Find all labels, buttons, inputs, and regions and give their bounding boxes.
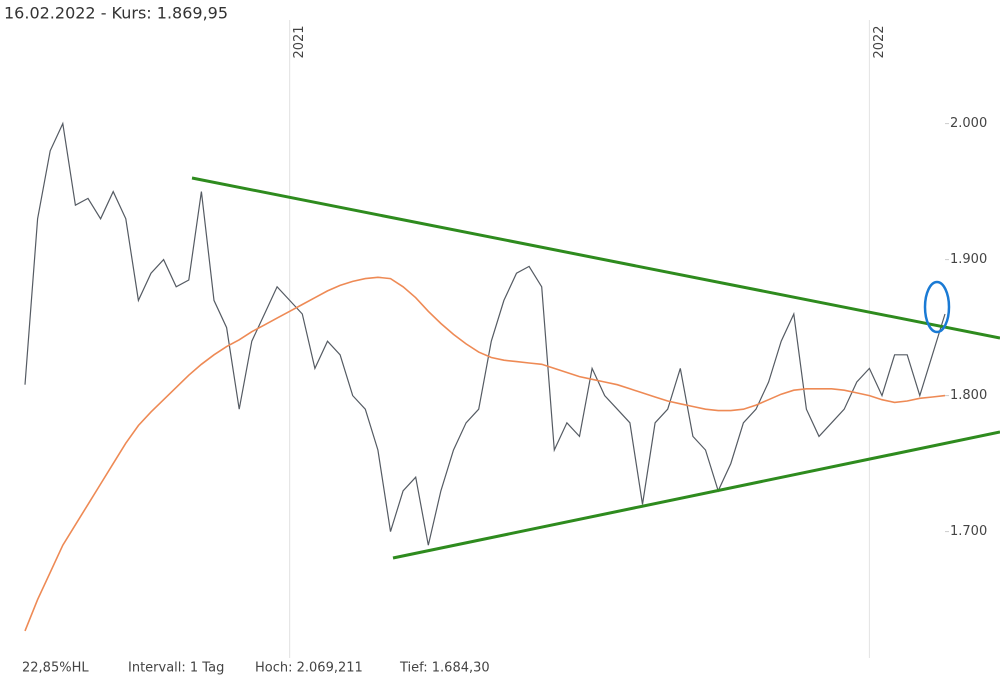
trend-line	[392, 430, 1000, 560]
footer-text: 22,85%HL	[22, 661, 89, 676]
footer-text: Intervall: 1 Tag	[128, 661, 224, 676]
x-tick-label: 2021	[292, 25, 307, 58]
y-tick-label: 1.900	[950, 252, 987, 267]
series-line	[24, 276, 946, 632]
grid: 1.700 1.800 1.900 2.000 2021 2022	[289, 20, 987, 658]
footer-text: Tief: 1.684,30	[399, 661, 490, 676]
highlight-circle	[923, 280, 951, 334]
chart-title: 16.02.2022 - Kurs: 1.869,95	[4, 4, 228, 23]
y-tick-label: 2.000	[950, 116, 987, 131]
y-tick-label: 1.700	[950, 524, 987, 539]
footer: 22,85%HL Intervall: 1 Tag Hoch: 2.069,211 T…	[22, 661, 490, 676]
series	[24, 121, 946, 632]
x-tick-label: 2022	[872, 25, 887, 58]
y-tick-label: 1.800	[950, 388, 987, 403]
footer-text: Hoch: 2.069,211	[255, 661, 363, 676]
trend-line	[191, 176, 1000, 340]
series-line	[24, 121, 946, 546]
